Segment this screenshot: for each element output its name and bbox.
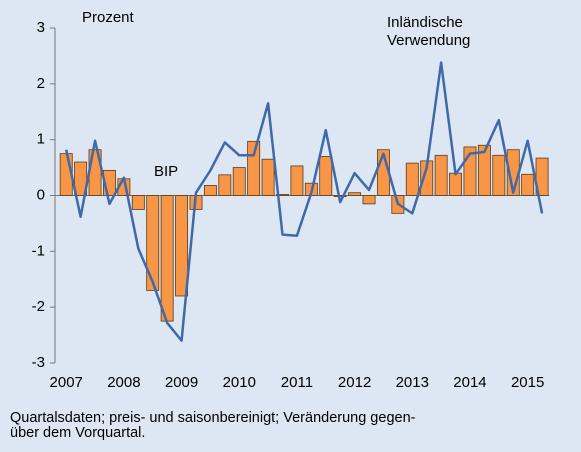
bar [131,195,145,210]
y-tick-label: 2 [37,75,45,92]
x-tick-label: 2007 [50,374,83,391]
bar [434,154,448,196]
bar [175,195,189,297]
y-tick-label: 0 [37,186,45,203]
x-tick-label: 2012 [338,374,371,391]
bar [247,140,261,196]
bar [348,192,362,196]
x-tick-label: 2011 [281,374,313,391]
footnote: über dem Vorquartal. [10,425,146,441]
y-tick-label: 1 [37,131,45,148]
bar [203,185,217,196]
series-label: BIP [154,163,179,180]
bar [160,195,174,322]
y-tick-label: -1 [32,242,45,259]
footnote: Quartalsdaten; preis- und saisonbereinig… [10,410,416,426]
y-tick-label: -2 [32,298,45,315]
y-axis-label: Prozent [82,9,134,26]
bar [319,156,333,196]
bar [232,167,246,196]
bar [449,172,463,196]
x-tick-label: 2010 [223,374,256,391]
y-tick-label: -3 [32,354,45,371]
bar [477,144,491,196]
x-tick-label: 2014 [453,374,486,391]
x-tick-label: 2013 [396,374,429,391]
bar [521,173,535,196]
x-tick-label: 2009 [165,374,198,391]
bar [362,195,376,205]
bar [218,174,232,196]
y-tick-label: 3 [37,19,45,36]
series-label: Inländische Verwendung [387,14,471,49]
x-tick-label: 2015 [511,374,544,391]
bar [276,193,289,196]
bar [261,158,275,196]
bar [405,162,419,196]
bar [492,154,506,196]
line [64,61,544,342]
x-tick-label: 2008 [107,374,140,391]
bar [146,195,160,291]
bar [290,165,304,196]
